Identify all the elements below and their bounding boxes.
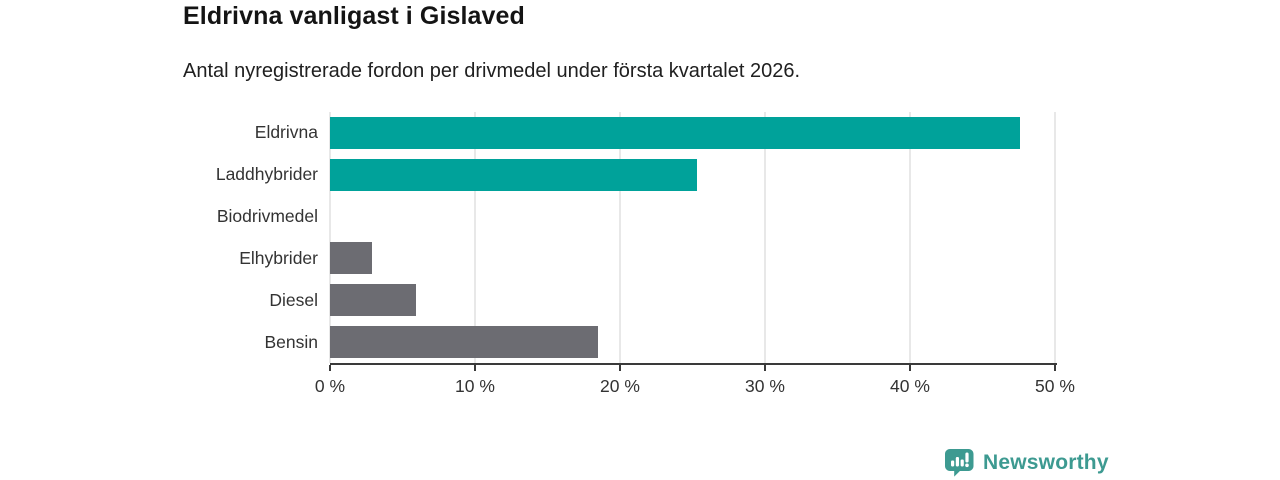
axis-tick-label: 40 % (890, 376, 930, 396)
axis-tick-label: 30 % (745, 376, 785, 396)
axis-tick (474, 365, 476, 371)
chart-row: Bensin (0, 321, 1055, 363)
chart-row: Eldrivna (0, 112, 1055, 154)
category-label: Eldrivna (254, 122, 318, 143)
axis-tick-label: 50 % (1035, 376, 1075, 396)
bar-track (330, 284, 1055, 317)
bar-track (330, 326, 1055, 359)
category-label: Biodrivmedel (216, 206, 318, 227)
chart-row: Diesel (0, 279, 1055, 321)
chart-subtitle: Antal nyregistrerade fordon per drivmede… (183, 60, 801, 82)
category-label: Elhybrider (239, 247, 318, 268)
bar-laddhybrider (330, 158, 697, 191)
chart-rows: Eldrivna Laddhybrider Biodrivmedel Elhybrid… (0, 112, 1055, 363)
gridline (619, 112, 621, 363)
gridline (1054, 112, 1056, 363)
x-axis-ticks (329, 365, 1056, 372)
newsworthy-logo[interactable]: Newsworthy (944, 448, 1109, 477)
gridline (474, 112, 476, 363)
bar-chart: Eldrivna Laddhybrider Biodrivmedel Elhybrid… (0, 112, 1120, 412)
axis-tick-label: 10 % (455, 376, 495, 396)
newsworthy-logo-icon (945, 449, 974, 477)
bar-track (330, 201, 1055, 233)
axis-tick (329, 365, 331, 371)
bar-bensin (330, 326, 599, 359)
category-label: Bensin (264, 331, 318, 352)
gridlines (329, 112, 1056, 363)
gridline (764, 112, 766, 363)
axis-tick (1054, 365, 1056, 371)
newsworthy-logo-text: Newsworthy (983, 450, 1109, 474)
axis-tick-label: 0 % (314, 376, 346, 396)
bar-track (330, 116, 1055, 149)
category-label: Diesel (269, 289, 318, 310)
chart-row: Laddhybrider (0, 154, 1055, 196)
bar-diesel (330, 284, 416, 317)
chart-title: Eldrivna vanligast i Gislaved (183, 2, 525, 30)
category-label: Laddhybrider (215, 164, 318, 185)
gridline (329, 112, 331, 363)
bar-elhybrider (330, 242, 373, 275)
axis-tick (619, 365, 621, 371)
axis-tick-label: 20 % (600, 376, 640, 396)
axis-tick (764, 365, 766, 371)
axis-tick (909, 365, 911, 371)
chart-row: Biodrivmedel (0, 196, 1055, 238)
bar-track (330, 242, 1055, 275)
bar-track (330, 158, 1055, 191)
chart-row: Elhybrider (0, 237, 1055, 279)
x-axis-line (330, 363, 1057, 365)
x-axis-tick-labels: 0 % 10 % 20 % 30 % 40 % 50 % (315, 376, 1075, 400)
gridline (909, 112, 911, 363)
bar-eldrivna (330, 116, 1021, 149)
